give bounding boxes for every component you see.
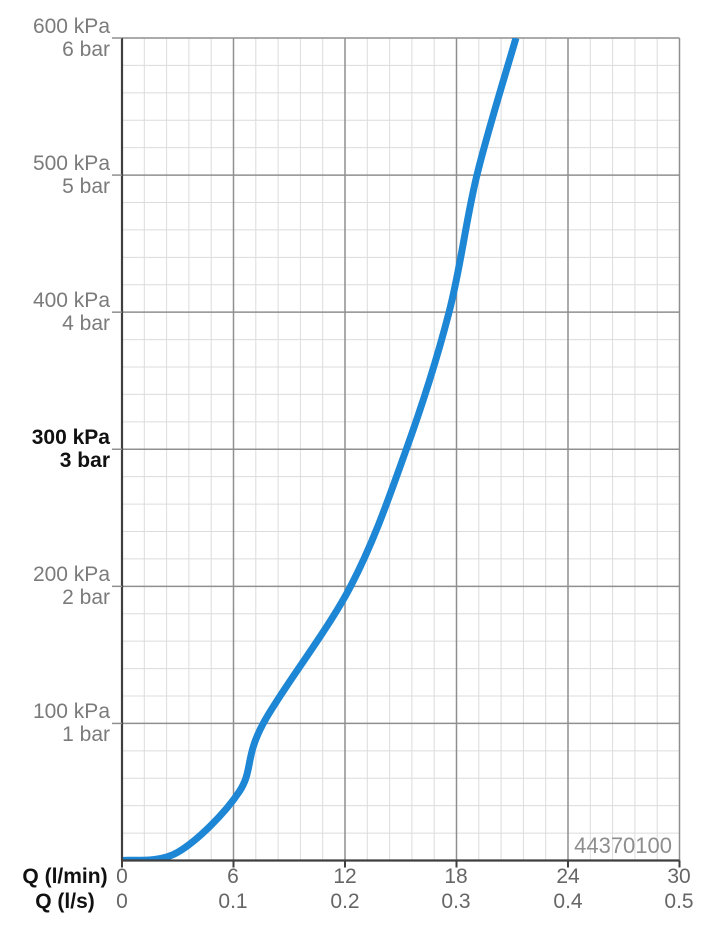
x-tick-ls-0.2: 0.2 xyxy=(330,890,360,913)
x-tick-ls-0.5: 0.5 xyxy=(664,890,694,913)
grid-major xyxy=(122,37,681,861)
tick-marks xyxy=(112,37,681,868)
x-axis-caption-lmin: Q (l/min) xyxy=(22,865,108,888)
y-axis-label-300kpa-emphasized: 300 kPa 3 bar xyxy=(31,426,110,472)
x-axis-caption-ls: Q (l/s) xyxy=(35,890,95,913)
x-tick-ls-0: 0 xyxy=(116,890,128,913)
y-axis-label-200kpa: 200 kPa 2 bar xyxy=(32,563,110,609)
x-tick-ls-0.4: 0.4 xyxy=(553,890,583,913)
product-number: 44370100 xyxy=(574,833,672,858)
x-tick-lmin-18: 18 xyxy=(444,865,468,888)
y-axis-label-600kpa: 600 kPa 6 bar xyxy=(32,15,110,61)
pressure-flow-curve xyxy=(121,38,520,860)
y-axis-label-400kpa: 400 kPa 4 bar xyxy=(32,289,110,335)
x-tick-lmin-30: 30 xyxy=(667,865,691,888)
x-tick-lmin-24: 24 xyxy=(556,865,580,888)
y-axis-label-100kpa: 100 kPa 1 bar xyxy=(32,700,110,746)
x-tick-lmin-6: 6 xyxy=(227,865,239,888)
x-tick-ls-0.3: 0.3 xyxy=(441,890,471,913)
y-axis-label-500kpa: 500 kPa 5 bar xyxy=(32,152,110,198)
x-tick-lmin-12: 12 xyxy=(333,865,357,888)
x-tick-ls-0.1: 0.1 xyxy=(218,890,248,913)
x-tick-lmin-0: 0 xyxy=(116,865,128,888)
